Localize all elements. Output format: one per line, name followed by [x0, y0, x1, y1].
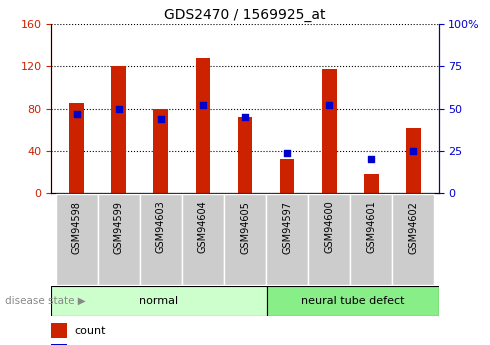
FancyBboxPatch shape	[98, 194, 140, 285]
Text: count: count	[74, 326, 106, 336]
Point	[73, 111, 81, 117]
Bar	[153, 109, 168, 193]
Point	[157, 116, 165, 121]
FancyBboxPatch shape	[140, 194, 182, 285]
Bar	[51, 323, 67, 338]
Text: disease state ▶: disease state ▶	[5, 296, 86, 306]
FancyBboxPatch shape	[56, 194, 98, 285]
Bar	[111, 66, 126, 193]
Text: GSM94597: GSM94597	[282, 201, 292, 254]
Point	[409, 148, 417, 154]
Point	[241, 114, 249, 120]
FancyBboxPatch shape	[392, 194, 434, 285]
FancyBboxPatch shape	[51, 286, 267, 316]
Text: normal: normal	[140, 296, 178, 306]
Text: GSM94605: GSM94605	[240, 201, 250, 254]
FancyBboxPatch shape	[224, 194, 266, 285]
FancyBboxPatch shape	[350, 194, 392, 285]
FancyBboxPatch shape	[267, 286, 439, 316]
Bar	[406, 128, 421, 193]
Text: GSM94602: GSM94602	[408, 201, 418, 254]
Point	[115, 106, 122, 111]
Text: neural tube defect: neural tube defect	[301, 296, 404, 306]
Point	[199, 102, 207, 108]
Bar	[364, 174, 379, 193]
Bar	[51, 344, 67, 345]
Text: GSM94599: GSM94599	[114, 201, 124, 254]
Title: GDS2470 / 1569925_at: GDS2470 / 1569925_at	[164, 8, 326, 22]
Text: GSM94603: GSM94603	[156, 201, 166, 253]
Text: GSM94604: GSM94604	[198, 201, 208, 253]
Bar	[322, 69, 337, 193]
FancyBboxPatch shape	[266, 194, 308, 285]
Point	[283, 150, 291, 155]
FancyBboxPatch shape	[182, 194, 224, 285]
Bar	[280, 159, 294, 193]
Point	[368, 157, 375, 162]
FancyBboxPatch shape	[308, 194, 350, 285]
Text: GSM94601: GSM94601	[366, 201, 376, 253]
Bar	[238, 117, 252, 193]
Text: GSM94598: GSM94598	[72, 201, 82, 254]
Bar	[69, 104, 84, 193]
Text: GSM94600: GSM94600	[324, 201, 334, 253]
Bar	[196, 58, 210, 193]
Point	[325, 102, 333, 108]
